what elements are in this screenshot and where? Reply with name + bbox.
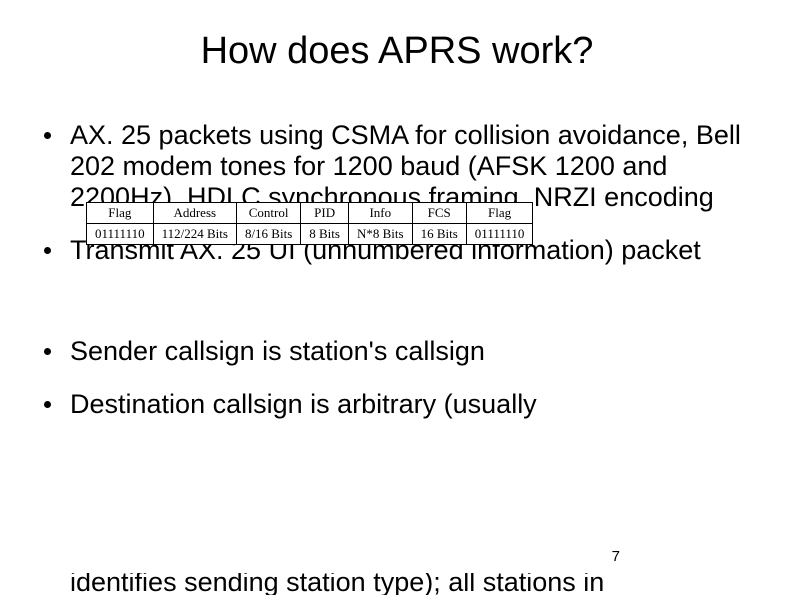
spacer [40,288,764,336]
table-header-row: Flag Address Control PID Info FCS Flag [87,203,533,224]
col-address: Address [153,203,236,224]
cell: 01111110 [87,224,154,245]
col-control: Control [236,203,300,224]
cutoff-line-wrap: identifies sending station type); all st… [70,573,770,595]
cutoff-line: identifies sending station type); all st… [70,573,770,595]
list-item: Sender callsign is station's callsign [40,336,764,367]
slide: How does APRS work? AX. 25 packets using… [0,0,794,595]
table-row: 01111110 112/224 Bits 8/16 Bits 8 Bits N… [87,224,533,245]
slide-body: AX. 25 packets using CSMA for collision … [40,120,764,442]
col-fcs: FCS [412,203,466,224]
list-item: AX. 25 packets using CSMA for collision … [40,120,764,213]
col-flag: Flag [87,203,154,224]
page-number: 7 [612,548,620,565]
bullet-text: AX. 25 packets using CSMA for collision … [70,120,741,212]
cell: 112/224 Bits [153,224,236,245]
col-flag2: Flag [466,203,533,224]
list-item: Destination callsign is arbitrary (usual… [40,389,764,420]
slide-title: How does APRS work? [0,30,794,73]
cell: 8/16 Bits [236,224,300,245]
cell: 16 Bits [412,224,466,245]
col-info: Info [348,203,412,224]
bullet-list: Sender callsign is station's callsign De… [40,336,764,420]
col-pid: PID [301,203,349,224]
cell: 01111110 [466,224,533,245]
bullet-text: Sender callsign is station's callsign [70,336,485,366]
cell: N*8 Bits [348,224,412,245]
ax25-frame-table: Flag Address Control PID Info FCS Flag 0… [86,202,533,245]
cell: 8 Bits [301,224,349,245]
bullet-text: Destination callsign is arbitrary (usual… [70,389,537,419]
